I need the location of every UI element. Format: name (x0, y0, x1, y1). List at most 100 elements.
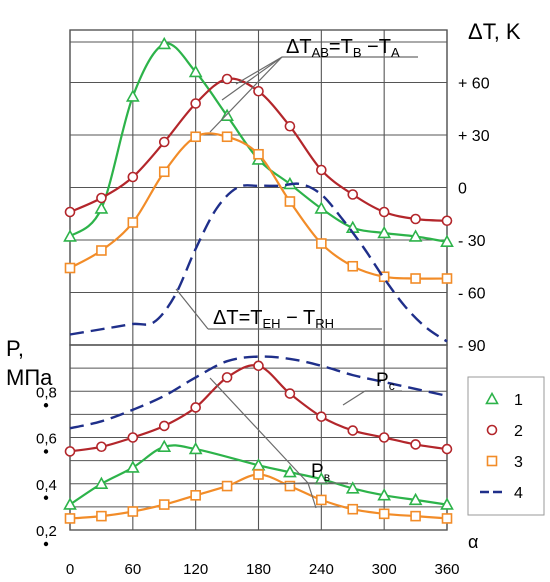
data-point-dT3 (253, 148, 264, 160)
legend-label-1: 1 (514, 392, 523, 409)
data-point-dT2 (378, 206, 390, 218)
data-point-P1 (345, 481, 360, 494)
data-point-P2 (441, 443, 453, 455)
data-point-dT3 (284, 196, 296, 207)
series-dT2 (64, 73, 453, 227)
data-point-dT3 (127, 217, 139, 228)
data-point-dT2 (253, 85, 264, 97)
upper-y-tick-label: - 60 (458, 286, 486, 303)
data-point-P3 (284, 480, 296, 492)
data-point-dT1 (63, 229, 77, 242)
data-point-P2 (127, 432, 139, 443)
lower-y-tick-dot (43, 403, 49, 408)
data-point-P1 (377, 488, 392, 501)
grid: 0 60 120 180 240 300 360 + 60 + 30 0 - 30 - 60 - 90 0… (36, 29, 490, 578)
data-point-P3 (158, 499, 170, 510)
data-point-P2 (316, 411, 327, 422)
pc-leader (342, 390, 366, 406)
data-point-dT1 (314, 201, 329, 214)
lower-y-tick-dot (43, 541, 49, 547)
data-point-dT3 (190, 131, 201, 143)
upper-ylabel: ΔT, K (468, 19, 521, 44)
data-point-P3 (253, 469, 264, 480)
data-point-P2 (410, 439, 421, 450)
data-point-P2 (158, 420, 170, 432)
pb-leader-3 (307, 482, 317, 509)
data-point-dT3 (221, 131, 233, 143)
legend-marker-2 (486, 424, 498, 436)
legend-box (467, 376, 545, 516)
legend-marker-3 (486, 455, 498, 467)
upper-y-tick-label: + 30 (458, 128, 490, 145)
data-point-dT1 (157, 36, 172, 50)
data-point-P3 (190, 490, 201, 501)
data-point-dT2 (127, 171, 139, 183)
data-point-P2 (190, 402, 201, 413)
data-point-P3 (64, 513, 76, 524)
series-P4 (69, 355, 448, 430)
data-point-P2 (284, 388, 296, 399)
pc-label: Pc (376, 370, 395, 393)
x-tick-label: 300 (372, 561, 397, 578)
data-point-P2 (96, 441, 107, 453)
pb-leader-2 (269, 482, 309, 485)
dt-leader (175, 288, 209, 330)
upper-y-tick-label: - 90 (458, 338, 486, 355)
data-point-dT2 (284, 120, 296, 132)
upper-y-tick-label: 0 (458, 181, 467, 198)
data-point-dT3 (410, 273, 421, 284)
data-point-dT1 (125, 89, 140, 102)
data-point-dT3 (96, 245, 107, 256)
series-dT4 (69, 182, 448, 343)
upper-y-tick-label: - 30 (458, 233, 486, 250)
series-P3 (64, 469, 453, 524)
data-point-P1 (188, 441, 203, 455)
x-tick-label: 0 (66, 561, 74, 578)
data-point-P2 (253, 360, 264, 372)
data-point-P3 (378, 508, 390, 520)
x-tick-label: 120 (183, 561, 208, 578)
series-layer (63, 36, 454, 524)
lower-ylabel-line1: P, (6, 336, 24, 361)
data-point-dT1 (94, 201, 109, 214)
series-line-dT4 (69, 182, 448, 343)
legend-label-4: 4 (514, 485, 523, 502)
data-point-dT3 (64, 262, 76, 274)
lower-y-tick-dot (43, 495, 49, 500)
series-P1 (63, 439, 454, 510)
x-tick-label: 240 (309, 561, 334, 578)
annotations: ΔTAB=TB −TA ΔT=TEH − TRH Pc Pв (175, 36, 418, 509)
x-tick-label: 60 (124, 561, 141, 578)
x-axis-label: α (468, 532, 478, 552)
data-point-dT3 (347, 260, 359, 272)
data-point-dT3 (378, 271, 390, 283)
data-point-P2 (347, 425, 359, 436)
data-point-dT1 (408, 229, 423, 242)
data-point-P3 (221, 480, 233, 492)
data-point-P1 (63, 497, 77, 510)
lower-y-tick-label: 0,6 (36, 431, 57, 448)
lower-y-tick-dot (43, 449, 49, 454)
data-point-P1 (283, 465, 297, 478)
data-point-P3 (96, 510, 107, 522)
data-point-dT2 (347, 189, 359, 200)
data-point-dT2 (441, 215, 453, 227)
data-point-P2 (64, 446, 76, 457)
legend: 1 2 3 4 (467, 376, 545, 516)
data-point-dT2 (158, 136, 170, 148)
lower-y-tick-label: 0,8 (36, 384, 57, 401)
legend-label-2: 2 (514, 423, 523, 440)
data-point-P3 (127, 506, 139, 517)
data-point-P1 (408, 492, 423, 506)
axis-text: ΔT, K P, MПa α (6, 19, 521, 552)
data-point-dT2 (221, 73, 233, 85)
legend-label-3: 3 (514, 454, 523, 471)
data-point-P1 (157, 439, 172, 452)
data-point-P1 (125, 460, 140, 473)
dtab-leader-1 (235, 56, 283, 85)
series-line-P4 (69, 355, 448, 430)
lower-ylabel-line2: MПa (6, 365, 53, 390)
data-point-dT3 (158, 166, 170, 178)
lower-y-tick-label: 0,2 (36, 523, 57, 540)
